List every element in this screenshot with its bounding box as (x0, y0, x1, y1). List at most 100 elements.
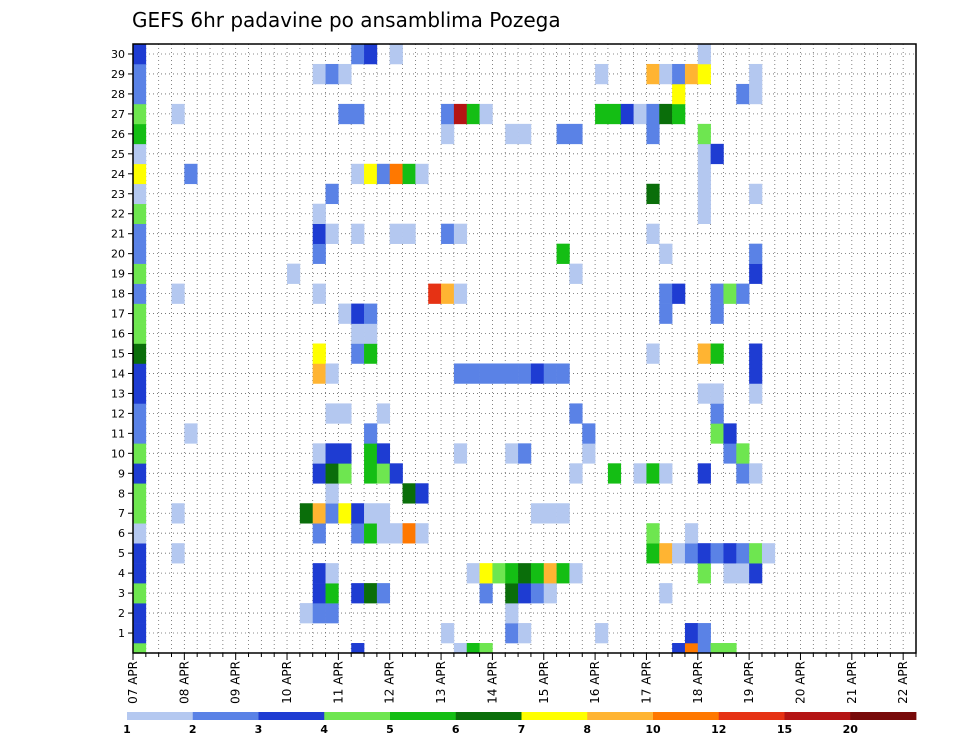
heatmap-cell (569, 563, 583, 584)
heatmap-cell (659, 583, 673, 604)
heatmap-cell (672, 283, 686, 304)
heatmap-cell (325, 603, 339, 624)
heatmap-cell (364, 343, 378, 364)
heatmap-cell (312, 63, 326, 85)
heatmap-cell (415, 163, 429, 185)
heatmap-cell (133, 523, 147, 544)
heatmap-cell (749, 243, 763, 264)
heatmap-cell (466, 363, 480, 384)
heatmap-cell (518, 583, 532, 604)
heatmap-cell (351, 303, 365, 324)
heatmap-cell (723, 643, 737, 654)
heatmap-cell (338, 443, 352, 464)
heatmap-cell (325, 563, 339, 584)
heatmap-cell (659, 303, 673, 324)
heatmap-cell (351, 503, 365, 524)
heatmap-cell (402, 523, 416, 544)
heatmap-cell (453, 283, 468, 304)
heatmap-cell (569, 123, 583, 145)
heatmap-cell (710, 383, 724, 404)
heatmap-cell (659, 63, 673, 85)
heatmap-cell (133, 83, 147, 105)
y-tick-label: 10 (111, 447, 125, 460)
colorbar-swatch (653, 712, 720, 720)
heatmap-cell (749, 463, 763, 484)
heatmap-cell (736, 283, 750, 304)
heatmap-cell (376, 163, 391, 185)
heatmap-cell (133, 543, 147, 564)
heatmap-cell (171, 283, 185, 304)
heatmap-cell (556, 363, 570, 384)
colorbar-label: 1 (123, 723, 131, 736)
heatmap-cell (646, 223, 660, 244)
heatmap-cell (133, 263, 147, 284)
heatmap-cell (364, 583, 378, 604)
heatmap-cell (312, 503, 326, 524)
heatmap-cell (736, 443, 750, 464)
heatmap-cell (325, 583, 339, 604)
heatmap-cell (607, 103, 622, 125)
heatmap-cell (338, 403, 352, 424)
colorbar-swatch (718, 712, 785, 720)
y-tick-label: 3 (118, 587, 125, 600)
heatmap-cell (312, 583, 326, 604)
colorbar-label: 12 (711, 723, 726, 736)
heatmap-cell (672, 543, 686, 564)
heatmap-cell (530, 563, 545, 584)
heatmap-cell (133, 423, 147, 444)
heatmap-cell (466, 563, 480, 584)
colorbar-swatch (521, 712, 588, 720)
heatmap-cell (441, 223, 455, 244)
heatmap-cell (530, 583, 545, 604)
heatmap-cell (646, 463, 660, 484)
heatmap-cell (749, 343, 763, 364)
heatmap-cells (133, 44, 776, 654)
heatmap-cell (736, 463, 750, 484)
heatmap-cell (376, 403, 391, 424)
heatmap-cell (133, 243, 147, 264)
heatmap-cell (325, 483, 339, 504)
heatmap-cell (184, 423, 198, 444)
x-date-label: 10 APR (280, 661, 294, 704)
heatmap-cell (697, 44, 711, 65)
heatmap-cell (133, 603, 147, 624)
heatmap-cell (351, 44, 365, 65)
heatmap-cell (697, 463, 711, 484)
heatmap-cell (338, 103, 352, 125)
heatmap-cell (595, 103, 609, 125)
heatmap-cell (133, 643, 147, 654)
heatmap-cell (633, 463, 647, 484)
heatmap-cell (389, 44, 403, 65)
heatmap-cell (518, 623, 532, 644)
x-date-label: 19 APR (742, 661, 756, 704)
y-tick-label: 15 (111, 347, 125, 360)
heatmap-cell (569, 403, 583, 424)
heatmap-cell (351, 223, 365, 244)
heatmap-cell (697, 163, 711, 185)
heatmap-cell (607, 463, 622, 484)
heatmap-cell (710, 643, 724, 654)
heatmap-cell (415, 483, 429, 504)
x-date-label: 18 APR (691, 661, 705, 704)
heatmap-cell (171, 103, 185, 125)
heatmap-cell (325, 443, 339, 464)
heatmap-cell (133, 323, 147, 344)
y-tick-label: 25 (111, 148, 125, 161)
colorbar-label: 15 (777, 723, 792, 736)
heatmap-cell (466, 103, 480, 125)
x-date-label: 09 APR (229, 661, 243, 704)
heatmap-cell (325, 363, 339, 384)
heatmap-cell (312, 203, 326, 225)
heatmap-cell (697, 143, 711, 165)
heatmap-cell (556, 503, 570, 524)
y-tick-label: 9 (118, 467, 125, 480)
heatmap-cell (402, 163, 416, 185)
heatmap-cell (569, 263, 583, 284)
y-axis: 1234567891011121314151617181920212223242… (111, 48, 133, 640)
heatmap-cell (402, 483, 416, 504)
y-tick-label: 14 (111, 367, 125, 380)
heatmap-cell (312, 243, 326, 264)
heatmap-cell (697, 123, 711, 145)
heatmap-cell (133, 623, 147, 644)
